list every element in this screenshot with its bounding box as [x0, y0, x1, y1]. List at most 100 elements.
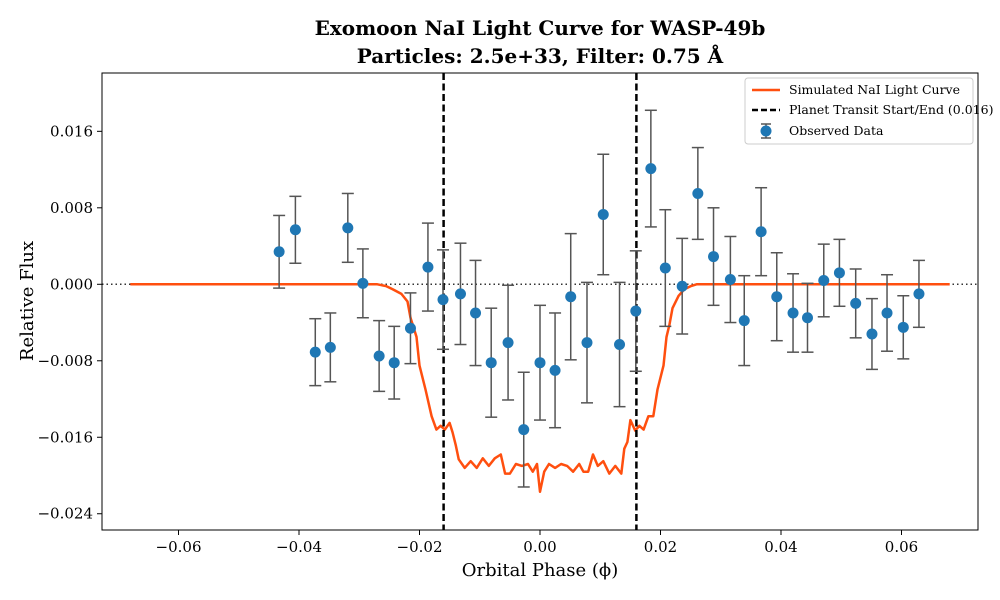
data-point-27: [707, 207, 720, 307]
data-point-28: [724, 235, 737, 324]
model-light-curve: [130, 283, 950, 494]
plot-frame: [101, 72, 979, 531]
y-axis-label: Relative Flux: [17, 241, 38, 361]
legend: Simulated NaI Light Curve Planet Transit…: [744, 77, 993, 145]
data-point-12: [469, 259, 482, 367]
data-point-8: [404, 292, 417, 365]
data-marker: [422, 261, 434, 273]
data-point-35: [833, 238, 846, 308]
chart-title: Exomoon NaI Light Curve for WASP-49b: [315, 16, 766, 40]
data-marker: [373, 350, 385, 362]
data-marker: [470, 307, 482, 319]
data-point-38: [881, 273, 894, 352]
data-point-30: [755, 186, 768, 277]
data-marker: [309, 346, 321, 358]
data-marker: [581, 337, 593, 349]
data-point-10: [437, 249, 450, 351]
x-tick-label: 0.02: [644, 538, 677, 556]
legend-label-model: Simulated NaI Light Curve: [789, 82, 960, 97]
data-marker: [676, 280, 688, 292]
x-tick-label: 0.06: [885, 538, 918, 556]
data-marker: [357, 277, 369, 289]
legend-label-data: Observed Data: [789, 123, 884, 138]
data-marker: [534, 357, 546, 369]
data-point-7: [388, 325, 401, 400]
data-point-14: [502, 284, 515, 401]
data-point-23: [644, 109, 657, 228]
data-point-40: [912, 259, 925, 329]
data-marker: [659, 262, 671, 274]
legend-data-marker: [760, 125, 772, 137]
data-point-3: [324, 312, 337, 383]
chart-subtitle: Particles: 2.5e+33, Filter: 0.75 Å: [357, 44, 724, 68]
data-point-19: [580, 281, 593, 404]
data-marker: [708, 251, 720, 263]
data-point-16: [534, 304, 546, 421]
data-marker: [502, 337, 514, 349]
data-point-32: [787, 273, 800, 353]
legend-box: [744, 77, 974, 145]
data-point-2: [309, 317, 322, 387]
data-marker: [645, 163, 657, 175]
data-marker: [518, 424, 530, 436]
x-tick-label: −0.02: [397, 538, 443, 556]
data-marker: [866, 328, 878, 340]
data-point-9: [421, 222, 434, 312]
data-marker: [692, 187, 704, 199]
data-point-6: [373, 319, 386, 393]
data-marker: [850, 297, 862, 309]
data-point-33: [801, 282, 814, 353]
data-point-31: [770, 251, 783, 342]
data-point-17: [549, 312, 562, 429]
data-point-24: [659, 208, 672, 328]
plot-area: [102, 73, 978, 530]
y-tick-label: −0.008: [37, 352, 93, 370]
x-axis-label: Orbital Phase (ϕ): [462, 560, 618, 581]
data-marker: [913, 288, 925, 300]
data-marker: [485, 357, 497, 369]
data-marker: [801, 312, 813, 324]
data-marker: [771, 291, 783, 303]
x-tick-label: 0.00: [523, 538, 556, 556]
data-point-36: [849, 268, 862, 339]
data-marker: [342, 222, 354, 234]
data-marker: [738, 315, 750, 327]
data-point-22: [629, 250, 642, 373]
data-point-4: [341, 192, 354, 264]
data-marker: [437, 294, 449, 306]
data-marker: [289, 224, 301, 236]
data-point-18: [564, 232, 577, 361]
data-marker: [404, 322, 416, 334]
data-point-25: [676, 237, 689, 335]
y-tick-label: 0.008: [50, 199, 93, 217]
data-point-37: [865, 297, 878, 371]
data-point-20: [597, 153, 610, 276]
data-marker: [787, 307, 799, 319]
x-tick-label: 0.04: [764, 538, 797, 556]
data-point-21: [613, 281, 626, 408]
data-marker: [388, 357, 400, 369]
y-tick-label: −0.024: [37, 505, 93, 523]
data-point-15: [517, 371, 530, 488]
data-marker: [549, 364, 561, 376]
data-point-5: [356, 248, 369, 319]
data-marker: [818, 274, 830, 286]
x-tick-label: −0.04: [276, 538, 322, 556]
x-tick-label: −0.06: [156, 538, 202, 556]
data-marker: [833, 267, 845, 279]
data-marker: [454, 288, 466, 300]
y-axis-ticks: 0.016 0.008 0.000 −0.008 −0.016 −0.024: [37, 122, 102, 523]
y-tick-label: 0.016: [50, 122, 93, 140]
data-marker: [630, 305, 642, 317]
data-point-0: [273, 214, 286, 289]
data-marker: [324, 341, 336, 353]
data-marker: [897, 321, 909, 333]
y-tick-label: −0.016: [37, 428, 93, 446]
data-marker: [724, 274, 736, 286]
data-marker: [565, 291, 577, 303]
data-marker: [597, 208, 609, 220]
data-point-26: [691, 146, 704, 241]
data-point-29: [738, 274, 751, 367]
data-point-39: [897, 295, 910, 360]
